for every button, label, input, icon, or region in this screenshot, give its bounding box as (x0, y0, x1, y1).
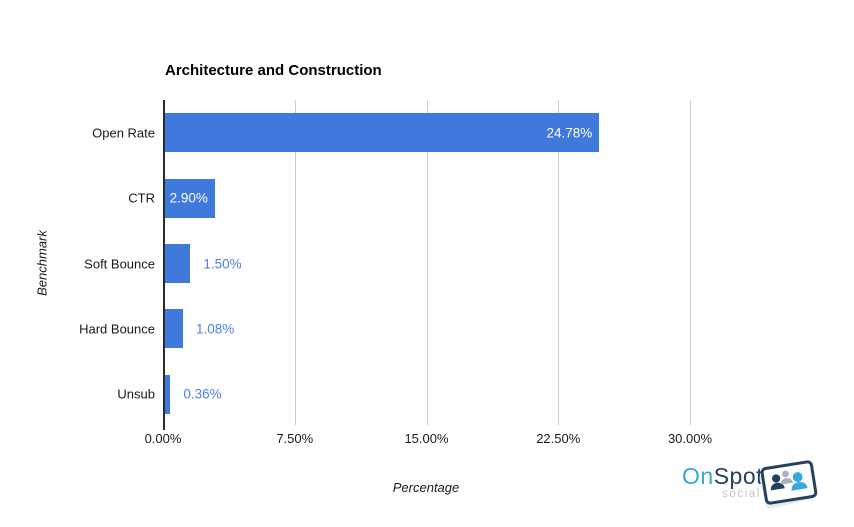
people-card-icon (759, 460, 818, 509)
logo-text-on: On (682, 463, 714, 489)
value-label: 0.36% (183, 386, 222, 402)
bar-unsub (164, 374, 171, 414)
category-axis-labels: Open Rate CTR Soft Bounce Hard Bounce Unsub (0, 100, 155, 427)
x-tick-label: 30.00% (667, 431, 713, 446)
bar-open-rate: 24.78% (164, 113, 600, 153)
value-label: 24.78% (546, 125, 593, 141)
x-tick-label: 0.00% (144, 431, 182, 446)
category-label: CTR (128, 190, 155, 206)
x-tick-label: 22.50% (536, 431, 581, 446)
x-axis-title: Percentage (392, 480, 460, 495)
logo-subtext: social (722, 488, 762, 500)
logo-text-spot: Spot (713, 463, 764, 489)
category-label: Open Rate (92, 125, 155, 141)
x-tick-label: 7.50% (276, 431, 314, 446)
plot-area: 24.78% 2.90% 1.50% 1.08% 0.36% (163, 100, 691, 427)
category-label: Soft Bounce (84, 256, 155, 271)
gridline (558, 100, 560, 425)
gridline (426, 100, 428, 425)
y-axis-line (163, 100, 165, 430)
bar-soft-bounce (164, 244, 191, 283)
category-label: Unsub (117, 386, 155, 402)
value-label: 2.90% (169, 190, 208, 206)
gridline (294, 100, 296, 425)
logo-wordmark: OnSpot (682, 463, 763, 490)
bar-ctr: 2.90% (164, 178, 215, 218)
bar-hard-bounce (164, 309, 183, 349)
onspot-social-logo: OnSpot social (678, 455, 828, 513)
gridline (690, 100, 691, 425)
x-axis-tick-labels: 0.00% 7.50% 15.00% 22.50% 30.00% (145, 431, 712, 447)
x-tick-label: 15.00% (404, 431, 449, 446)
chart-title: Architecture and Construction (165, 62, 382, 79)
category-label: Hard Bounce (79, 321, 155, 337)
value-label: 1.50% (203, 256, 242, 271)
value-label: 1.08% (195, 321, 235, 337)
